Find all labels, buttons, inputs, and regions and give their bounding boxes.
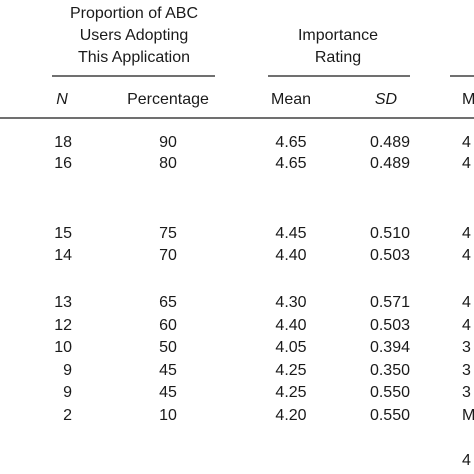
cell: 4.20 xyxy=(275,407,306,424)
cell: 0.489 xyxy=(370,134,410,151)
cell: 60 xyxy=(159,317,177,334)
cell: 80 xyxy=(159,155,177,172)
cell: 16 xyxy=(54,155,72,172)
cell: 4.30 xyxy=(275,294,306,311)
cell: 0.510 xyxy=(370,225,410,242)
cell: 4 xyxy=(462,294,471,311)
cell: 75 xyxy=(159,225,177,242)
cell: 18 xyxy=(54,134,72,151)
cell: 3 xyxy=(462,384,471,401)
cell: 10 xyxy=(159,407,177,424)
cell: 4 xyxy=(462,134,471,151)
cell: 15 xyxy=(54,225,72,242)
cell: 4.25 xyxy=(275,362,306,379)
column-header: N xyxy=(56,91,68,108)
cell: 9 xyxy=(63,384,72,401)
group-header: Proportion of ABC xyxy=(70,5,198,22)
cell: 9 xyxy=(63,362,72,379)
column-header: Percentage xyxy=(127,91,209,108)
group-header: Rating xyxy=(315,49,361,66)
cell: 70 xyxy=(159,247,177,264)
cell: 4.45 xyxy=(275,225,306,242)
cell: 45 xyxy=(159,384,177,401)
cell: 2 xyxy=(63,407,72,424)
cell: 3 xyxy=(462,339,471,356)
group-header: This Application xyxy=(78,49,190,66)
group-header: Importance xyxy=(298,27,378,44)
cell: 4.40 xyxy=(275,317,306,334)
cell: 10 xyxy=(54,339,72,356)
cell: 0.550 xyxy=(370,384,410,401)
cell: 4 xyxy=(462,317,471,334)
cell: 0.571 xyxy=(370,294,410,311)
group-header: Users Adopting xyxy=(80,27,189,44)
cell: 90 xyxy=(159,134,177,151)
cell: 4.05 xyxy=(275,339,306,356)
cell: 12 xyxy=(54,317,72,334)
column-header: M xyxy=(462,91,474,108)
cell: 14 xyxy=(54,247,72,264)
cell: M xyxy=(462,407,474,424)
cell: 50 xyxy=(159,339,177,356)
cell: 13 xyxy=(54,294,72,311)
column-header: SD xyxy=(375,91,398,108)
cell: 4.65 xyxy=(275,134,306,151)
cell: 4 xyxy=(462,452,471,469)
cell: 0.503 xyxy=(370,317,410,334)
cell: 0.489 xyxy=(370,155,410,172)
cell: 0.350 xyxy=(370,362,410,379)
cell: 0.394 xyxy=(370,339,410,356)
column-header: Mean xyxy=(271,91,311,108)
cell: 0.550 xyxy=(370,407,410,424)
cell: 4 xyxy=(462,155,471,172)
cell: 4 xyxy=(462,247,471,264)
cell: 3 xyxy=(462,362,471,379)
cell: 0.503 xyxy=(370,247,410,264)
cell: 45 xyxy=(159,362,177,379)
cell: 4.65 xyxy=(275,155,306,172)
cell: 4.25 xyxy=(275,384,306,401)
cell: 4 xyxy=(462,225,471,242)
cell: 65 xyxy=(159,294,177,311)
cell: 4.40 xyxy=(275,247,306,264)
